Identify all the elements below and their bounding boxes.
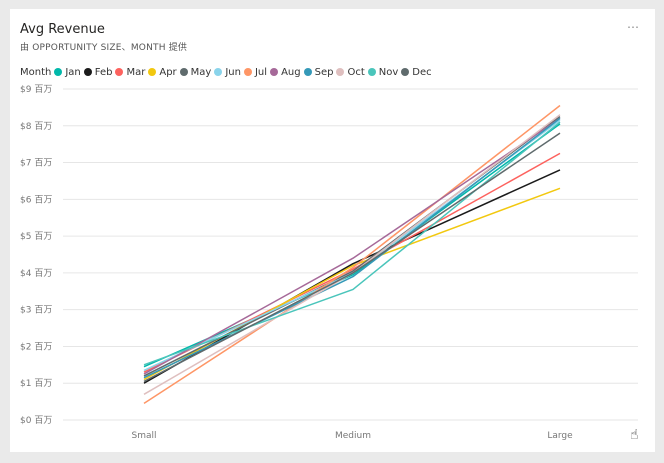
legend-label: Feb [94, 66, 113, 78]
legend-item-jan[interactable]: Jan [54, 66, 81, 78]
legend-label: Oct [347, 66, 365, 78]
series-line-oct[interactable] [143, 114, 561, 395]
series-line-may[interactable] [143, 115, 561, 377]
legend-label: Sep [314, 66, 334, 78]
legend-swatch [336, 68, 345, 76]
legend-swatch [243, 68, 252, 76]
legend-label: Mar [126, 66, 146, 78]
chart-card[interactable]: Avg Revenue 由 OPPORTUNITY SIZE、MONTH 提供 … [10, 9, 655, 452]
legend-label: Jul [254, 66, 268, 78]
line-chart: $0 百万 $1 百万 $2 百万 $3 百万 $4 百万 $5 百万 $6 百万 $7 百万… [20, 84, 638, 441]
legend-label: Aug [281, 66, 301, 78]
legend-swatch [367, 68, 376, 76]
legend-swatch [115, 68, 124, 76]
series-line-jul[interactable] [143, 104, 561, 405]
y-tick-label: $6 百万 [20, 194, 52, 205]
legend-item-jul[interactable]: Jul [243, 66, 268, 78]
y-tick-label: $4 百万 [20, 268, 52, 279]
legend-item-sep[interactable]: Sep [303, 66, 334, 78]
series-line-apr[interactable] [143, 187, 561, 381]
legend-item-may[interactable]: May [179, 66, 212, 78]
series-line-sep[interactable] [143, 117, 561, 379]
legend-items: Jan Feb Mar Apr May Jun Jul Aug Sep Oct Nov Dec [54, 67, 434, 78]
y-tick-label: $7 百万 [20, 158, 52, 169]
legend-swatch [54, 68, 63, 76]
legend-label: Nov [378, 66, 399, 78]
legend: Month Jan Feb Mar Apr May Jun Jul Aug Sep Oct Nov D… [20, 65, 435, 79]
hand-cursor-icon: ☝ [630, 427, 639, 443]
chart-title: Avg Revenue [20, 22, 105, 37]
legend-swatch [83, 68, 92, 76]
legend-item-dec[interactable]: Dec [401, 66, 432, 78]
legend-title: Month [20, 66, 52, 78]
legend-item-oct[interactable]: Oct [336, 66, 365, 78]
legend-label: Jan [65, 66, 81, 78]
chart-subtitle: 由 OPPORTUNITY SIZE、MONTH 提供 [20, 43, 188, 53]
legend-item-jun[interactable]: Jun [214, 67, 241, 78]
legend-item-feb[interactable]: Feb [83, 66, 113, 78]
x-tick-label: Small [132, 431, 157, 441]
y-tick-label: $8 百万 [20, 121, 52, 132]
legend-swatch [401, 68, 410, 76]
legend-item-mar[interactable]: Mar [115, 67, 145, 78]
legend-item-nov[interactable]: Nov [367, 66, 399, 78]
legend-swatch [303, 68, 312, 76]
series-line-nov[interactable] [143, 121, 561, 366]
y-tick-label: $0 百万 [20, 415, 52, 426]
more-options-icon[interactable]: ⋯ [627, 20, 640, 34]
y-tick-label: $3 百万 [20, 305, 52, 316]
legend-swatch [148, 68, 157, 76]
x-tick-label: Medium [335, 431, 371, 441]
x-tick-label: Large [547, 431, 573, 441]
y-tick-label: $2 百万 [20, 341, 52, 352]
legend-label: May [190, 66, 212, 78]
legend-item-aug[interactable]: Aug [270, 67, 301, 78]
legend-label: Apr [159, 66, 177, 78]
legend-swatch [270, 68, 279, 76]
legend-swatch [214, 68, 223, 76]
y-tick-label: $9 百万 [20, 84, 52, 95]
series-line-dec[interactable] [143, 132, 561, 383]
y-tick-label: $5 百万 [20, 231, 52, 242]
series-line-aug[interactable] [143, 117, 561, 375]
series-line-jun[interactable] [143, 119, 561, 372]
legend-item-apr[interactable]: Apr [148, 66, 177, 78]
legend-swatch [179, 68, 188, 76]
legend-label: Jun [225, 66, 241, 78]
y-tick-label: $1 百万 [20, 378, 52, 389]
legend-label: Dec [412, 66, 432, 78]
